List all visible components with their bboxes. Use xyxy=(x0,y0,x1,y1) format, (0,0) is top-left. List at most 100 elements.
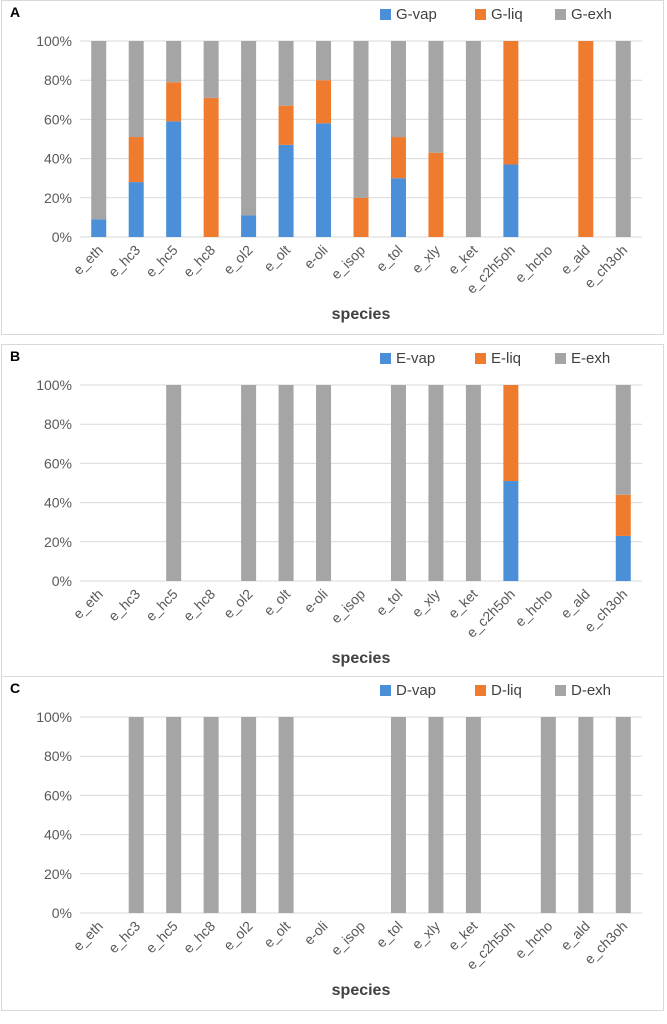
bar-segment-liq xyxy=(615,494,631,536)
bar-segment-liq xyxy=(166,82,182,122)
x-tick-label: e_hcho xyxy=(512,586,556,630)
bar-segment-vap xyxy=(503,481,519,581)
bar-segment-exh xyxy=(316,41,332,81)
y-tick-label: 40% xyxy=(44,827,72,843)
y-tick-label: 60% xyxy=(44,111,72,127)
chart-panel-b: B 0% 20% 40% 60% 80% 100% e_eth e_hc3 e_hc5 e_hc8… xyxy=(1,344,664,679)
legend-swatch-vap xyxy=(380,353,391,364)
bar-segment-exh xyxy=(428,385,444,581)
legend-swatch-exh xyxy=(555,685,566,696)
bar-segment-exh xyxy=(615,385,631,495)
bar-segment-vap xyxy=(390,178,406,237)
stacked-bar-chart: 0%20%40%60%80%100%e_eth e_hc3 e_hc5 e_hc8 e_… xyxy=(36,682,642,999)
bar-segment-exh xyxy=(615,717,631,913)
bar-segment-vap xyxy=(128,182,144,237)
bar-segment-exh xyxy=(465,41,481,237)
x-tick-label: e_xly xyxy=(409,586,443,620)
x-tick-label: e_eth xyxy=(70,918,106,954)
bar-segment-exh xyxy=(615,41,631,237)
bar-segment-exh xyxy=(353,41,369,198)
bar-segment-exh xyxy=(166,385,182,581)
bar-segment-liq xyxy=(578,41,594,237)
panel-label: B xyxy=(10,348,21,364)
legend-swatch-exh xyxy=(555,353,566,364)
x-tick-label: e_olt xyxy=(260,242,293,275)
legend-label: D-liq xyxy=(491,682,522,699)
bar-segment-exh xyxy=(540,717,556,913)
y-tick-label: 100% xyxy=(36,709,72,725)
legend-swatch-liq xyxy=(475,9,486,20)
bar-segment-vap xyxy=(615,535,631,581)
legend-label: G-liq xyxy=(491,6,523,23)
bar-segment-exh xyxy=(390,385,406,581)
bar-segment-liq xyxy=(203,97,219,237)
legend-swatch-exh xyxy=(555,9,566,20)
x-tick-label: e_ol2 xyxy=(220,242,256,278)
chart-panel-c: C 0% 20% 40% 60% 80% 100% e_eth e_hc3 e_hc5 e_hc8… xyxy=(1,676,664,1011)
bar-segment-vap xyxy=(241,215,257,237)
legend-label: E-liq xyxy=(491,350,521,367)
x-tick-label: e_hc8 xyxy=(180,242,218,280)
bar-segment-vap xyxy=(91,219,107,237)
y-tick-label: 20% xyxy=(44,866,72,882)
x-tick-label: e_olt xyxy=(260,918,293,951)
legend-label: E-vap xyxy=(396,350,435,367)
bar-segment-liq xyxy=(316,80,332,124)
bar-segment-vap xyxy=(278,144,294,237)
y-tick-label: 80% xyxy=(44,416,72,432)
y-tick-label: 40% xyxy=(44,495,72,511)
x-tick-label: e_hcho xyxy=(512,918,556,962)
y-tick-label: 80% xyxy=(44,72,72,88)
bar-segment-exh xyxy=(128,717,144,913)
bar-segment-exh xyxy=(578,717,594,913)
x-tick-label: e_hc5 xyxy=(142,242,180,280)
bar-segment-exh xyxy=(203,717,219,913)
x-tick-label: e-oli xyxy=(301,918,331,948)
bar-segment-exh xyxy=(241,385,257,581)
legend-swatch-vap xyxy=(380,9,391,20)
legend-swatch-liq xyxy=(475,353,486,364)
x-tick-label: e_tol xyxy=(373,918,406,951)
chart-panel-a: A 0% 20% 40% 60% 80% 100% e_eth e_hc3 e_hc5 e_hc8… xyxy=(1,0,664,335)
bar-segment-exh xyxy=(428,717,444,913)
bar-segment-exh xyxy=(278,385,294,581)
legend-label: G-vap xyxy=(396,6,437,23)
y-tick-label: 40% xyxy=(44,151,72,167)
x-tick-label: e_hc8 xyxy=(180,586,218,624)
x-tick-label: e_eth xyxy=(70,586,106,622)
bar-segment-exh xyxy=(465,385,481,581)
bar-segment-exh xyxy=(241,717,257,913)
x-tick-label: e_hcho xyxy=(512,242,556,286)
bar-segment-liq xyxy=(428,152,444,237)
x-tick-label: e_hc3 xyxy=(105,586,143,624)
panel-label: C xyxy=(10,680,21,696)
bar-segment-vap xyxy=(503,164,519,237)
x-axis-title: species xyxy=(332,982,391,999)
y-tick-label: 100% xyxy=(36,33,72,49)
x-axis-title: species xyxy=(332,306,391,323)
bar-segment-exh xyxy=(390,717,406,913)
bar-segment-liq xyxy=(503,385,519,482)
bar-segment-exh xyxy=(316,385,332,581)
legend-label: D-vap xyxy=(396,682,436,699)
bar-segment-exh xyxy=(278,41,294,106)
legend-label: G-exh xyxy=(571,6,612,23)
stacked-bar-chart: 0%20%40%60%80%100%e_eth e_hc3 e_hc5 e_hc8 e_… xyxy=(36,6,642,323)
y-tick-label: 60% xyxy=(44,455,72,471)
bar-segment-exh xyxy=(166,41,182,83)
x-tick-label: e_tol xyxy=(373,242,406,275)
x-tick-label: e_hc5 xyxy=(142,918,180,956)
x-tick-label: e_ol2 xyxy=(220,586,256,622)
bar-segment-liq xyxy=(128,137,144,183)
x-tick-label: e_hc3 xyxy=(105,918,143,956)
x-tick-label: e_isop xyxy=(328,918,369,959)
x-tick-label: e_tol xyxy=(373,586,406,619)
legend-swatch-vap xyxy=(380,685,391,696)
y-tick-label: 0% xyxy=(52,229,72,245)
bar-segment-exh xyxy=(128,41,144,138)
x-axis-title: species xyxy=(332,650,391,667)
x-tick-label: e_isop xyxy=(328,586,369,627)
x-tick-label: e_hc3 xyxy=(105,242,143,280)
legend-label: D-exh xyxy=(571,682,611,699)
legend-swatch-liq xyxy=(475,685,486,696)
